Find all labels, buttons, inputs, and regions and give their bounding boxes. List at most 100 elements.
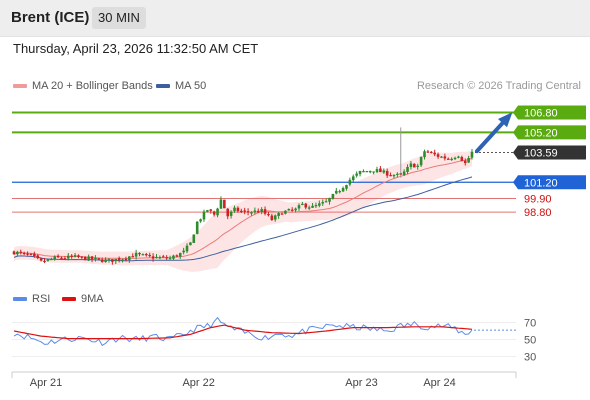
candle-body (199, 219, 202, 222)
candle-body (39, 258, 43, 261)
candle-body (145, 254, 148, 256)
candle-body (138, 252, 141, 255)
price-label-support-4: 99.90 (524, 193, 552, 205)
candle-body (182, 250, 185, 253)
candle-body (416, 165, 420, 167)
legend-ma20: MA 20 + Bollinger Bands (13, 80, 153, 92)
forecast-arrow-head (498, 112, 513, 128)
candle-body (29, 253, 33, 255)
ma20-swatch (13, 84, 27, 89)
candle-body (243, 210, 246, 212)
candle-body (104, 259, 107, 263)
candle-body (467, 157, 470, 163)
candle-body (192, 234, 196, 243)
candle-body (372, 171, 375, 173)
candle-body (219, 199, 223, 209)
candle-body (70, 255, 73, 257)
candle-body (267, 214, 270, 216)
candle-body (270, 215, 274, 221)
candle-body (389, 175, 392, 177)
credit-text: Research © 2026 Trading Central (416, 80, 581, 92)
price-label-bg-resistance-1 (513, 125, 586, 140)
candle-body (368, 171, 372, 173)
candle-body (100, 259, 104, 263)
price-label-bg-last-2 (513, 145, 586, 160)
ma50-swatch (156, 84, 170, 89)
candle-body (53, 256, 57, 260)
candle-body (161, 256, 165, 258)
candle-body (114, 258, 118, 262)
rsi-tick-label: 70 (524, 318, 536, 330)
candle-body (216, 208, 219, 216)
candle-body (236, 207, 240, 212)
candle-body (56, 255, 60, 258)
candle-body (229, 211, 233, 216)
candle-body (277, 213, 280, 216)
legend-rsi-ma: 9MA (62, 293, 104, 305)
rsi-ma-swatch (62, 297, 76, 302)
candle-body (226, 208, 230, 217)
candle-body (206, 210, 209, 212)
rsi-panel: 70 50 30 (12, 316, 536, 364)
candle-body (440, 156, 443, 158)
candle-body (460, 157, 464, 161)
candle-body (212, 211, 216, 215)
candle-body (94, 257, 97, 260)
candle-body (19, 251, 23, 253)
candle-body (382, 170, 386, 173)
candle-body (128, 256, 131, 261)
price-label-pivot-3: 101.20 (524, 177, 558, 189)
candle-body (77, 255, 80, 258)
candle-body (409, 163, 413, 168)
candle-body (314, 205, 318, 207)
candle-body (240, 210, 243, 213)
rsi-ma-line (13, 324, 473, 340)
candle-body (131, 256, 135, 258)
candle-body (318, 203, 321, 206)
candle-body (151, 256, 155, 259)
candle-body (209, 209, 213, 211)
candle-body (148, 254, 152, 257)
candle-body (334, 190, 338, 194)
price-label-last-2: 103.59 (524, 147, 558, 159)
candle-body (399, 173, 403, 175)
candle-body (297, 205, 301, 209)
rsi-tick-label: 50 (524, 335, 536, 347)
candle-body (121, 259, 124, 261)
candle-body (290, 209, 294, 211)
candle-body (457, 156, 460, 158)
candle-body (341, 187, 345, 192)
candle-body (396, 173, 399, 175)
forecast-arrow (475, 116, 509, 154)
candle-body (345, 185, 348, 189)
candle-body (392, 174, 396, 177)
candle-body (250, 212, 253, 214)
candle-body (87, 256, 90, 261)
candle-body (50, 258, 53, 261)
candle-body (256, 210, 260, 213)
candle-body (253, 210, 257, 212)
candle-body (358, 170, 362, 175)
candle-body (202, 211, 206, 220)
price-label-support-5: 98.80 (524, 207, 552, 219)
candles-group (12, 127, 474, 265)
candle-body (311, 205, 314, 208)
candle-body (385, 170, 389, 176)
candle-body (304, 203, 308, 208)
candle-body (36, 255, 40, 259)
legend-rsi-label: RSI (32, 293, 51, 305)
candle-body (111, 259, 114, 262)
candle-body (433, 152, 436, 155)
candle-body (195, 221, 199, 234)
candle-body (365, 171, 369, 173)
timeframe-chip[interactable]: 30 MIN (92, 7, 146, 29)
price-label-bg-pivot-3 (513, 175, 586, 190)
candle-body (246, 211, 250, 213)
candle-body (83, 256, 87, 261)
candle-body (450, 158, 453, 161)
candle-body (355, 173, 358, 176)
candle-body (436, 154, 440, 157)
candle-body (124, 258, 128, 261)
candle-body (90, 256, 94, 260)
instrument-title: Brent (ICE) (11, 9, 90, 26)
